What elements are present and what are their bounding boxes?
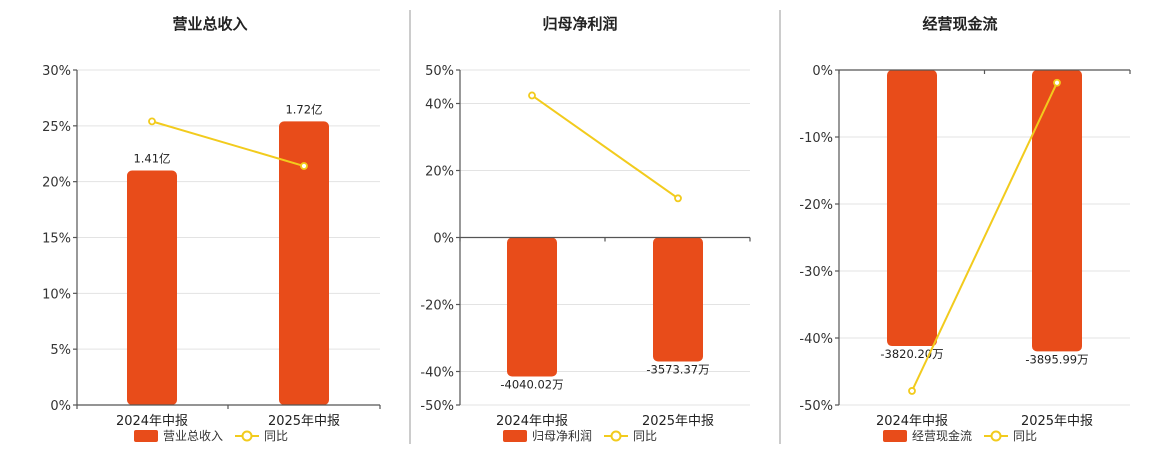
chart-title: 营业总收入 (172, 15, 247, 33)
legend-line-marker (610, 430, 622, 442)
y-tick-label: 20% (425, 165, 454, 180)
y-tick-label: 15% (42, 232, 71, 247)
chart-panel-3: 经营现金流 -50% -40% -30% -20% -10% 0% -3820.20万 -389… (799, 15, 1131, 443)
legend: 营业总收入 同比 (134, 429, 288, 443)
y-tick-label: 0% (50, 399, 71, 414)
y-tick-label: -30% (799, 265, 833, 280)
bar (1032, 70, 1082, 352)
bar (507, 237, 557, 377)
bar-data-label: 1.41亿 (133, 152, 170, 166)
chart-title: 归母净利润 (542, 15, 617, 33)
legend-label: 同比 (1013, 429, 1037, 443)
bar-data-label: -4040.02万 (500, 378, 563, 392)
chart-title: 经营现金流 (922, 15, 997, 33)
yoy-point (1053, 78, 1061, 87)
legend-line-marker (241, 430, 253, 442)
y-tick-label: 20% (42, 176, 71, 191)
legend-line-marker (990, 430, 1002, 442)
yoy-line (531, 94, 679, 200)
yoy-point (300, 162, 308, 170)
legend-bar-swatch (883, 430, 907, 442)
bar (127, 170, 177, 405)
legend-bar-swatch (134, 430, 158, 442)
bar-data-label: -3895.99万 (1025, 352, 1088, 366)
yoy-line (911, 82, 1058, 392)
x-category-label: 2024年中报 (496, 414, 568, 429)
x-category-label: 2024年中报 (116, 414, 188, 429)
y-tick-label: 0% (812, 64, 833, 79)
legend-label: 归母净利润 (532, 429, 592, 443)
y-tick-label: -50% (420, 399, 454, 414)
y-tick-label: 40% (425, 98, 454, 113)
x-category-label: 2025年中报 (268, 414, 340, 429)
x-category-label: 2025年中报 (1021, 414, 1093, 429)
x-category-label: 2025年中报 (642, 414, 714, 429)
y-tick-label: -20% (799, 198, 833, 213)
legend-bar-swatch (503, 430, 527, 442)
legend-label: 经营现金流 (912, 428, 972, 443)
y-tick-label: 50% (425, 64, 454, 79)
y-tick-label: 10% (42, 287, 71, 302)
legend-label: 营业总收入 (163, 429, 223, 443)
bar-data-label: 1.72亿 (285, 102, 322, 116)
bar-data-label: -3573.37万 (646, 362, 709, 376)
bar (653, 237, 703, 362)
yoy-line (151, 120, 305, 167)
y-tick-label: -20% (420, 299, 454, 314)
yoy-point (528, 91, 536, 100)
legend-label: 同比 (264, 429, 288, 443)
y-tick-label: 0% (433, 232, 454, 247)
y-tick-label: 25% (42, 120, 71, 135)
y-tick-label: -50% (799, 399, 833, 414)
y-tick-label: -10% (799, 131, 833, 146)
bar-data-label: -3820.20万 (880, 347, 943, 361)
chart-panel-2: 归母净利润 -50% -40% -20% 0% 20% 40% 50% -4040.02万 -35… (420, 15, 751, 443)
yoy-point (908, 387, 916, 395)
yoy-point (148, 117, 156, 126)
y-tick-label: 30% (42, 64, 71, 79)
legend: 经营现金流 同比 (883, 428, 1037, 443)
y-tick-label: -40% (799, 332, 833, 347)
bar (887, 70, 937, 347)
y-tick-label: 5% (50, 343, 71, 358)
legend-label: 同比 (633, 429, 657, 443)
y-tick-label: -40% (420, 366, 454, 381)
bar (279, 121, 329, 405)
x-category-label: 2024年中报 (876, 414, 948, 429)
yoy-point (674, 194, 682, 203)
chart-panel-1: 营业总收入 0% 5% 10% 15% 20% 25% 30% 1.41亿 1.72亿 2024年中… (42, 15, 381, 443)
legend: 归母净利润 同比 (503, 429, 657, 443)
